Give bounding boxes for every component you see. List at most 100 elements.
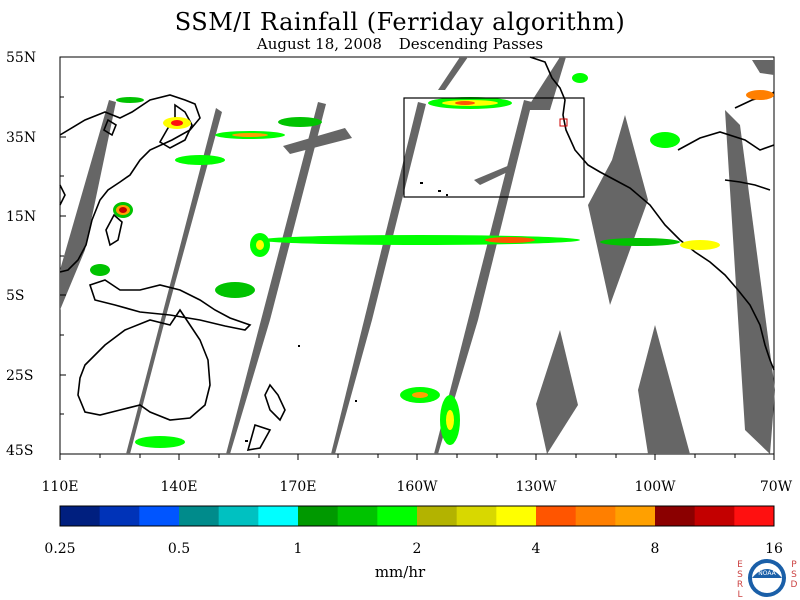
rain-patch bbox=[171, 120, 183, 126]
rain-patch bbox=[90, 264, 110, 276]
map-subtitle: August 18, 2008 Descending Passes bbox=[0, 35, 800, 53]
swath-gap bbox=[474, 165, 512, 185]
swath-gap bbox=[331, 102, 426, 454]
rain-patch bbox=[446, 410, 454, 430]
lat-label: 15N bbox=[6, 209, 37, 225]
rain-patches bbox=[90, 73, 774, 448]
lat-label: 25S bbox=[6, 368, 34, 384]
colorbar-label: 0.25 bbox=[44, 541, 76, 557]
swath-gaps bbox=[60, 57, 775, 454]
esrl-letters: E S R L bbox=[736, 560, 744, 600]
colorbar-label: 16 bbox=[765, 541, 783, 557]
colorbar-swatch bbox=[179, 506, 220, 526]
logo-letter: D bbox=[790, 580, 798, 590]
new-zealand-north-coast bbox=[264, 383, 286, 422]
colorbar-swatch bbox=[298, 506, 339, 526]
swath-gap bbox=[638, 325, 690, 454]
colorbar-label: 1 bbox=[293, 541, 303, 557]
colorbar-label: 0.5 bbox=[167, 541, 191, 557]
station-marker bbox=[559, 118, 568, 127]
colorbar-swatch bbox=[377, 506, 418, 526]
logo-letter: E bbox=[737, 560, 743, 570]
colorbar-swatch bbox=[218, 506, 259, 526]
swath-gap bbox=[283, 128, 352, 154]
rain-patch bbox=[119, 207, 127, 213]
map-title: SSM/I Rainfall (Ferriday algorithm) bbox=[174, 8, 626, 36]
vietnam-coast bbox=[59, 184, 66, 206]
lon-label: 130W bbox=[515, 479, 557, 495]
rain-patch bbox=[175, 155, 225, 165]
rain-patch bbox=[572, 73, 588, 83]
lon-label: 160W bbox=[396, 479, 438, 495]
colorbar-swatch bbox=[60, 506, 101, 526]
swath-gap bbox=[434, 100, 532, 454]
rain-patch bbox=[215, 282, 255, 298]
island bbox=[355, 400, 357, 402]
colorbar-label: 8 bbox=[650, 541, 660, 557]
korea-coast bbox=[103, 118, 117, 137]
colorbar-swatch bbox=[575, 506, 616, 526]
island bbox=[420, 182, 423, 184]
rain-patch bbox=[135, 436, 185, 448]
island bbox=[298, 345, 300, 347]
rain-patch bbox=[485, 237, 535, 243]
rain-patch bbox=[650, 132, 680, 148]
subtitle-pass: Descending Passes bbox=[398, 35, 544, 53]
swath-gap bbox=[438, 57, 468, 90]
colorbar-swatch bbox=[258, 506, 299, 526]
lon-label: 170E bbox=[279, 479, 317, 495]
colorbar-swatch bbox=[536, 506, 577, 526]
noaa-emblem-bird bbox=[752, 569, 782, 578]
colorbar-swatch bbox=[456, 506, 497, 526]
island bbox=[245, 440, 248, 442]
rain-patch bbox=[600, 238, 680, 246]
colorbar-label: 2 bbox=[412, 541, 422, 557]
colorbar-swatch bbox=[337, 506, 378, 526]
logo-letter: P bbox=[791, 560, 797, 570]
swath-gap bbox=[60, 100, 116, 310]
swath-gap bbox=[226, 102, 326, 454]
lat-label: 5S bbox=[6, 288, 25, 304]
island bbox=[446, 194, 448, 196]
rain-patch bbox=[412, 392, 428, 398]
swath-gap bbox=[536, 330, 578, 454]
colorbar-swatch bbox=[694, 506, 735, 526]
islands bbox=[245, 182, 448, 442]
lon-ticks bbox=[59, 454, 775, 460]
swath-gap bbox=[588, 115, 648, 305]
lon-label: 70W bbox=[759, 479, 793, 495]
indonesia-coast bbox=[88, 279, 252, 331]
psd-letters: P S D bbox=[790, 560, 798, 590]
rain-patch bbox=[680, 240, 720, 250]
logo-letter: L bbox=[737, 590, 743, 600]
asia-coastline bbox=[59, 94, 201, 273]
rain-patch bbox=[232, 133, 268, 137]
colorbar-swatch bbox=[615, 506, 656, 526]
lat-label: 45S bbox=[6, 443, 34, 459]
colorbar-swatch bbox=[734, 506, 775, 526]
colorbar-swatch bbox=[655, 506, 696, 526]
lat-label: 35N bbox=[6, 130, 37, 146]
swath-gap bbox=[526, 57, 566, 110]
logo-letter: S bbox=[791, 570, 797, 580]
rain-patch bbox=[256, 240, 264, 250]
noaa-emblem-text: NOAA bbox=[758, 570, 776, 577]
lon-label: 100W bbox=[634, 479, 676, 495]
caribbean-coast bbox=[724, 179, 771, 191]
colorbar-swatch bbox=[99, 506, 140, 526]
colorbar-frame bbox=[59, 505, 775, 527]
colorbar-label: 4 bbox=[531, 541, 541, 557]
noaa-logo: NOAA bbox=[748, 559, 786, 597]
colorbar-swatch bbox=[417, 506, 458, 526]
colorbar-swatch bbox=[139, 506, 180, 526]
lat-label: 55N bbox=[6, 50, 37, 66]
region-box bbox=[403, 97, 585, 198]
swath-gap bbox=[126, 108, 222, 454]
gulf-coast bbox=[677, 131, 775, 151]
swath-gap bbox=[752, 60, 774, 75]
australia-coast bbox=[77, 308, 211, 421]
new-zealand-south-coast bbox=[246, 423, 272, 451]
rain-patch bbox=[455, 101, 475, 105]
logo-letter: R bbox=[736, 580, 744, 590]
